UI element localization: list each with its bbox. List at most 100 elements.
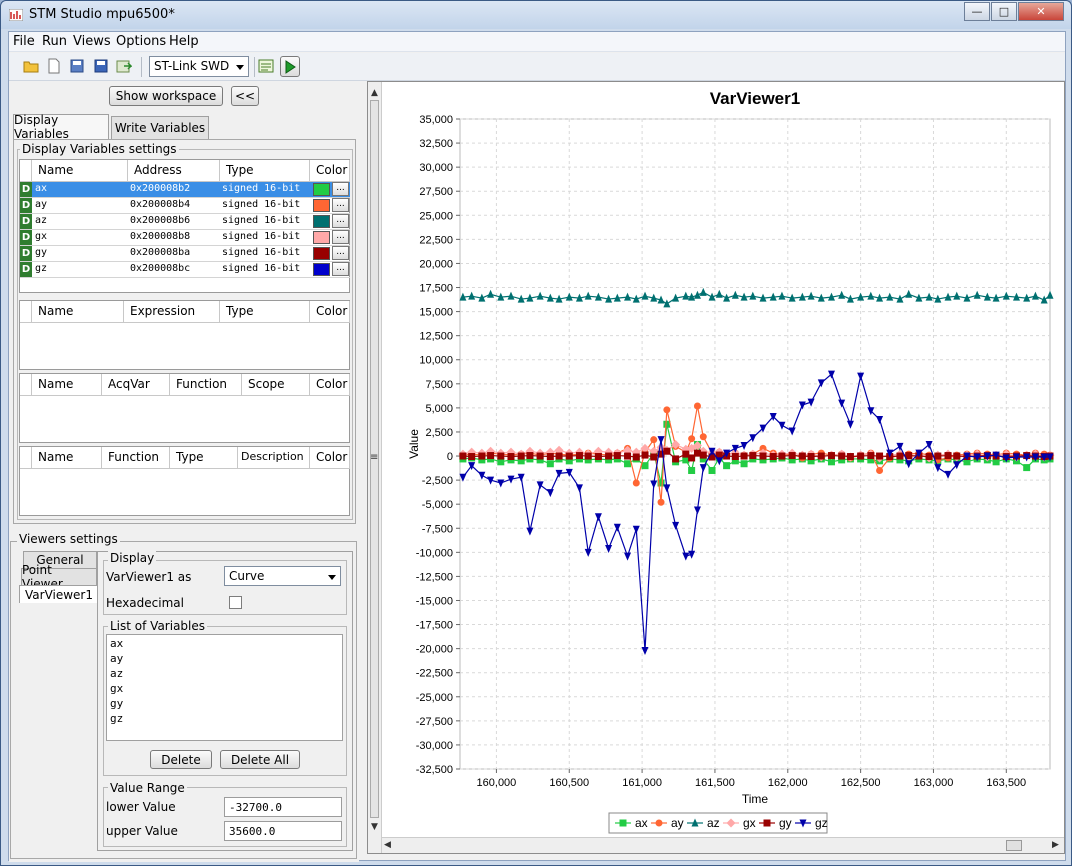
minimize-button[interactable]: — — [964, 2, 990, 21]
col-description[interactable]: Description — [238, 447, 310, 469]
variable-list-item[interactable]: gx — [110, 682, 124, 695]
col-function[interactable]: Function — [102, 447, 170, 469]
color-picker-button[interactable]: ... — [332, 246, 349, 260]
color-swatch[interactable] — [313, 183, 330, 196]
color-swatch[interactable] — [313, 199, 330, 212]
close-button[interactable]: ✕ — [1018, 2, 1064, 21]
data-point-gz — [953, 461, 961, 470]
color-swatch[interactable] — [313, 263, 330, 276]
tab-general[interactable]: General — [23, 551, 97, 569]
menu-views[interactable]: Views — [73, 34, 111, 49]
col-acq-function[interactable]: Function — [170, 374, 242, 396]
col-expression[interactable]: Expression — [124, 301, 220, 323]
variable-list-item[interactable]: ax — [110, 637, 124, 650]
x-tick-label: 162,000 — [768, 777, 808, 789]
variables-list[interactable]: ax ay az gx gy gz — [106, 634, 343, 741]
tab-write-variables[interactable]: Write Variables — [111, 116, 209, 139]
upper-value-input[interactable] — [224, 821, 342, 841]
vertical-scroll-thumb[interactable] — [370, 100, 379, 818]
scroll-down-icon[interactable]: ▼ — [371, 822, 378, 832]
data-point-ax — [624, 460, 632, 468]
export-icon[interactable] — [116, 58, 132, 74]
color-picker-button[interactable]: ... — [332, 198, 349, 212]
scroll-up-icon[interactable]: ▲ — [371, 88, 378, 98]
col-func-type[interactable]: Type — [170, 447, 238, 469]
color-picker-button[interactable]: ... — [332, 182, 349, 196]
tab-varviewer1[interactable]: VarViewer1 — [19, 585, 99, 603]
data-point-ax — [546, 460, 554, 468]
color-picker-button[interactable]: ... — [332, 214, 349, 228]
variable-list-item[interactable]: gy — [110, 697, 124, 710]
viewer-type-select[interactable]: Curve — [224, 566, 341, 586]
data-point-az — [817, 293, 825, 302]
open-folder-icon[interactable] — [23, 58, 39, 74]
save-icon[interactable] — [93, 58, 109, 74]
col-address[interactable]: Address — [128, 160, 220, 182]
acquisition-table: Name AcqVar Function Scope Color — [19, 373, 350, 443]
col-scope[interactable]: Scope — [242, 374, 310, 396]
data-point-gz — [468, 462, 476, 471]
scroll-left-icon[interactable]: ◀ — [384, 840, 391, 850]
x-tick-label: 163,000 — [914, 777, 954, 789]
col-acq-color[interactable]: Color — [310, 374, 350, 396]
data-point-az — [459, 292, 467, 301]
scroll-right-icon[interactable]: ▶ — [1052, 840, 1059, 850]
display-badge-icon: D — [20, 198, 32, 213]
tab-point-viewer[interactable]: Point Viewer — [21, 563, 97, 591]
color-swatch[interactable] — [313, 231, 330, 244]
color-swatch[interactable] — [313, 215, 330, 228]
delete-all-button[interactable]: Delete All — [220, 750, 300, 769]
col-type[interactable]: Type — [220, 160, 310, 182]
menu-run[interactable]: Run — [42, 34, 67, 49]
menu-file[interactable]: File — [13, 34, 35, 49]
data-point-az — [896, 294, 904, 303]
col-color[interactable]: Color — [310, 160, 350, 182]
data-point-ax — [699, 455, 707, 463]
start-button[interactable] — [280, 56, 300, 77]
lower-value-input[interactable] — [224, 797, 342, 817]
variable-list-item[interactable]: ay — [110, 652, 124, 665]
col-expr-type[interactable]: Type — [220, 301, 310, 323]
new-file-icon[interactable] — [46, 58, 62, 74]
vertical-scrollbar[interactable]: ▲ ≡ ▼ — [368, 82, 382, 853]
color-picker-button[interactable]: ... — [332, 230, 349, 244]
horizontal-scroll-thumb[interactable] — [1006, 840, 1022, 851]
save-as-icon[interactable] — [69, 58, 85, 74]
hexadecimal-checkbox[interactable] — [229, 596, 242, 609]
collapse-button[interactable]: << — [231, 86, 259, 106]
col-acqvar[interactable]: AcqVar — [102, 374, 170, 396]
data-point-ax — [517, 457, 525, 465]
table-view-icon[interactable] — [258, 58, 274, 74]
delete-button[interactable]: Delete — [150, 750, 212, 769]
data-point-gz — [723, 449, 731, 458]
tab-display-variables[interactable]: Display Variables — [13, 113, 109, 141]
variable-address: 0x200008ba — [130, 247, 191, 258]
horizontal-scrollbar[interactable]: ◀ ▶ — [382, 837, 1064, 853]
y-tick-label: -30,000 — [416, 740, 453, 752]
col-expr-color[interactable]: Color — [310, 301, 350, 323]
maximize-button[interactable]: □ — [991, 2, 1017, 21]
col-func-name[interactable]: Name — [32, 447, 102, 469]
variable-list-item[interactable]: gz — [110, 712, 124, 725]
col-expr-name[interactable]: Name — [32, 301, 124, 323]
menu-help[interactable]: Help — [169, 34, 199, 49]
data-point-gy — [632, 453, 640, 461]
col-acq-name[interactable]: Name — [32, 374, 102, 396]
col-func-color[interactable]: Color — [310, 447, 350, 469]
y-tick-label: -2,500 — [422, 475, 453, 487]
color-swatch[interactable] — [313, 247, 330, 260]
color-picker-button[interactable]: ... — [332, 262, 349, 276]
show-workspace-button[interactable]: Show workspace — [109, 86, 223, 106]
menu-options[interactable]: Options — [116, 34, 167, 49]
col-name[interactable]: Name — [32, 160, 128, 182]
data-point-gy — [507, 453, 515, 461]
variable-list-item[interactable]: az — [110, 667, 124, 680]
connection-select[interactable]: ST-Link SWD — [149, 56, 249, 77]
data-point-gz — [973, 453, 981, 462]
